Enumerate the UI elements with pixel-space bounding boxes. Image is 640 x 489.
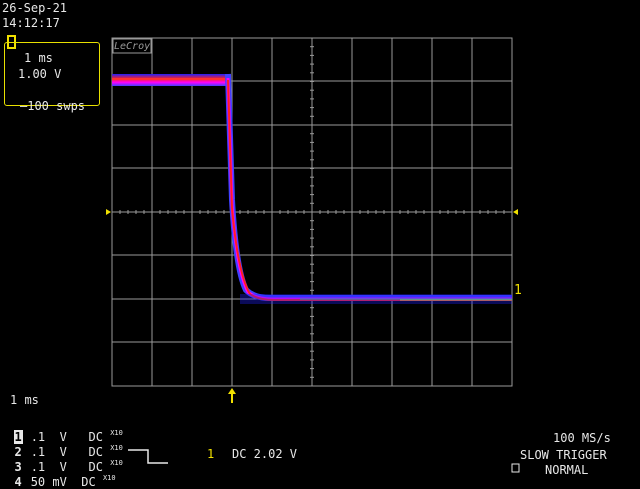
channel-probe: X10 — [110, 444, 123, 452]
trigger-level: DC 2.02 V — [232, 447, 298, 461]
channel-unit: V — [59, 445, 67, 459]
channel-unit: mV — [52, 475, 67, 489]
channel-number: 3 — [14, 460, 22, 474]
channel-row-3[interactable]: 3 .1 V DC X10 — [0, 446, 123, 475]
lecroy-logo-box — [112, 38, 152, 54]
channel-probe: X10 — [110, 429, 123, 437]
channel-scale: .1 — [30, 445, 46, 459]
sample-rate: 100 MS/s — [553, 431, 611, 445]
trace-descriptor-box[interactable] — [4, 42, 100, 106]
channel-coupling: DC — [88, 430, 103, 444]
trace-timebase: 1 ms — [24, 51, 53, 65]
trigger-state-indicator[interactable] — [511, 463, 520, 473]
channel-row-1[interactable]: 1 .1 V DC X10 — [0, 416, 123, 444]
channel-coupling: DC — [88, 445, 103, 459]
brand-logo: LeCroy — [114, 41, 151, 52]
channel-unit: V — [59, 430, 67, 444]
trigger-time-marker[interactable] — [228, 388, 236, 403]
status-time: 14:12:17 — [2, 16, 60, 30]
channel-number: 1 — [14, 430, 24, 444]
channel-number: 2 — [14, 445, 22, 459]
trigger-source: 1 — [207, 447, 215, 461]
channel-coupling: DC — [88, 460, 103, 474]
status-date: 26-Sep-21 — [2, 1, 68, 15]
waveform-trace — [112, 73, 512, 304]
channel-scale: .1 — [30, 430, 46, 444]
channel-row-2[interactable]: 2 .1 V DC X10 — [0, 431, 123, 460]
trigger-level-right-marker[interactable] — [513, 209, 518, 215]
channel-scale: .1 — [30, 460, 46, 474]
trigger-level-left-marker[interactable] — [106, 209, 111, 215]
channel-probe: X10 — [102, 474, 116, 482]
channel-row-4[interactable]: 4 50 mV DC X10 — [0, 461, 116, 489]
trace-sweeps: —100 swps — [20, 99, 86, 113]
trigger-slope-icon — [128, 449, 168, 464]
channel-unit: V — [59, 460, 67, 474]
channel-scale: 50 — [30, 475, 46, 489]
channel-probe: X10 — [110, 459, 123, 467]
channel-number: 4 — [14, 475, 22, 489]
trace-volts: 1.00 V — [18, 67, 62, 81]
trace-ground-label: 1 — [514, 283, 522, 298]
trigger-mode: SLOW TRIGGER — [520, 448, 607, 462]
graticule-center-ticks — [111, 37, 513, 387]
trigger-state: NORMAL — [545, 463, 589, 477]
timebase-readout: 1 ms — [10, 393, 39, 407]
channel-coupling: DC — [81, 475, 96, 489]
